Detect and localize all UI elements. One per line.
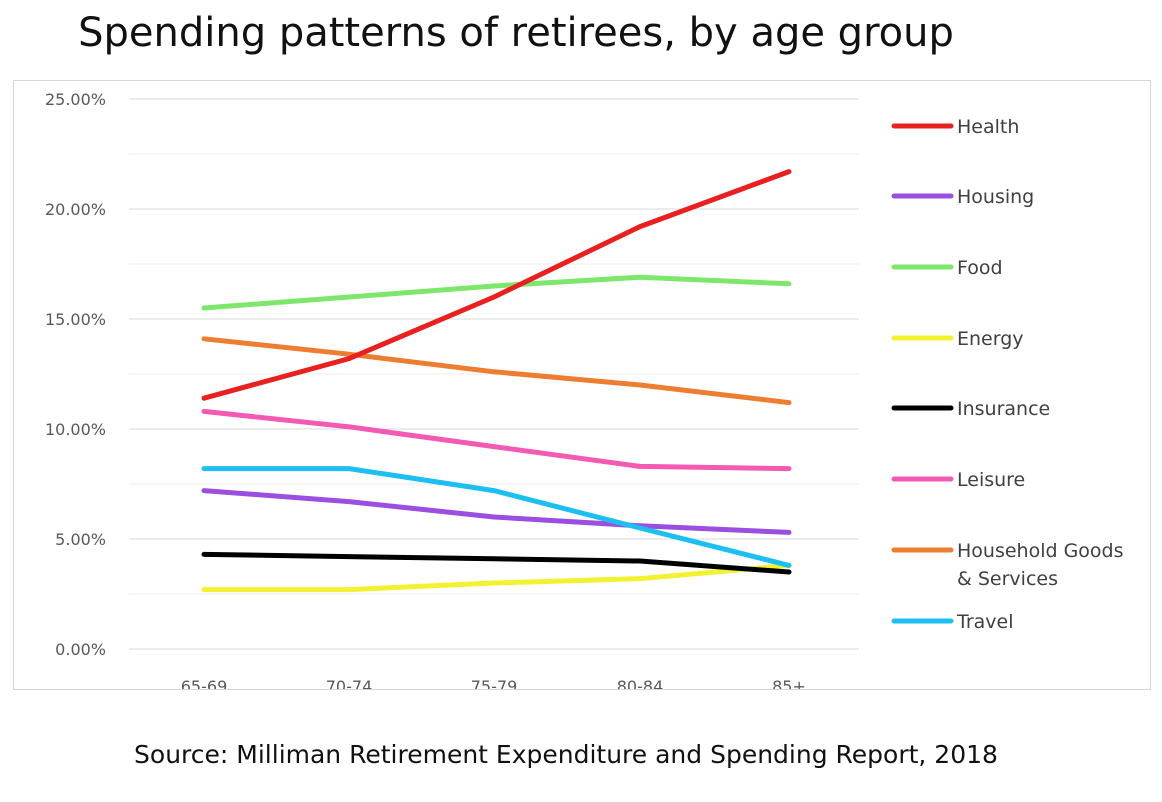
- chart-area: 0.00% 5.00% 10.00% 15.00% 20.00% 25.00% 65-69 7…: [13, 80, 1151, 690]
- series-line-housing: [201, 488, 792, 535]
- legend-label-leisure: Leisure: [957, 469, 1025, 491]
- y-tick-label: 5.00%: [55, 530, 106, 549]
- x-tick-label: 80-84: [617, 677, 664, 689]
- y-tick-label: 0.00%: [55, 640, 106, 659]
- y-tick-label: 25.00%: [45, 90, 106, 109]
- y-tick-label: 10.00%: [45, 420, 106, 439]
- source-note: Source: Milliman Retirement Expenditure …: [134, 740, 998, 769]
- series-line-leisure: [201, 408, 792, 472]
- series-line-health: [201, 169, 792, 401]
- series-line-household-goods-services: [201, 336, 792, 406]
- x-tick-label: 85+: [772, 677, 806, 689]
- x-tick-label: 65-69: [181, 677, 228, 689]
- x-tick-label: 75-79: [471, 677, 518, 689]
- legend-label-travel: Travel: [956, 611, 1013, 633]
- legend-label-food: Food: [957, 257, 1003, 279]
- line-chart: 0.00% 5.00% 10.00% 15.00% 20.00% 25.00% 65-69 7…: [45, 90, 1124, 689]
- legend-label-household-goods-services: Household Goods: [957, 540, 1124, 562]
- legend-label-health: Health: [957, 116, 1019, 138]
- chart-title: Spending patterns of retirees, by age gr…: [78, 10, 954, 56]
- series-line-energy: [201, 562, 792, 593]
- y-tick-label: 15.00%: [45, 310, 106, 329]
- legend-label-insurance: Insurance: [957, 398, 1050, 420]
- legend-label-energy: Energy: [957, 328, 1024, 350]
- y-tick-label: 20.00%: [45, 200, 106, 219]
- legend-label-housing: Housing: [957, 186, 1034, 208]
- series-line-food: [201, 274, 792, 311]
- series-line-insurance: [201, 551, 792, 575]
- series-line-travel: [201, 466, 792, 568]
- legend-label-household-goods-services: & Services: [957, 568, 1058, 590]
- x-tick-label: 70-74: [326, 677, 373, 689]
